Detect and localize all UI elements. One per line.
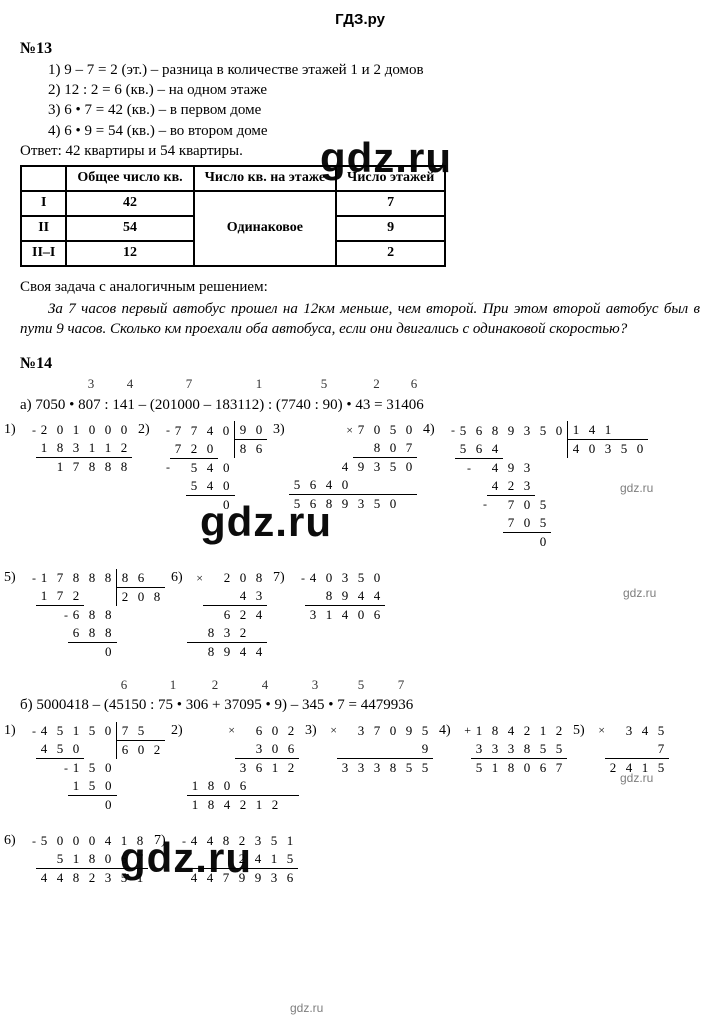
- calc-b7: 7) -4482351 2415 4479936: [170, 832, 298, 887]
- calc-b1: 1) -4515075 450602 -150 150 0: [20, 722, 165, 815]
- problem-13-number: №13: [20, 38, 700, 60]
- calc-b3: 3) ×37095 9 333855: [321, 722, 433, 777]
- th-perfloor: Число кв. на этаже: [194, 166, 336, 191]
- p14b-expr: б) 5000418 – (45150 : 75 • 306 + 37095 •…: [20, 695, 700, 715]
- calc-a7: 7) -40350 8944 31406: [289, 569, 385, 624]
- p13-answer: Ответ: 42 квартиры и 54 квартиры.: [20, 141, 700, 161]
- watermark-small: gdz.ru: [290, 1000, 323, 1016]
- cell: II: [21, 216, 66, 241]
- cell: 12: [66, 241, 193, 266]
- p13-table: Общее число кв. Число кв. на этаже Число…: [20, 165, 446, 267]
- cell: 54: [66, 216, 193, 241]
- cell: II–I: [21, 241, 66, 266]
- calc-b6: 6) -5000418 518067 4482351: [20, 832, 148, 887]
- p14b-calcs: 1) -4515075 450602 -150 150 0 2) ×602 30…: [20, 722, 700, 888]
- calc-a2: 2) -774090 72086 -540 540 0: [154, 421, 267, 514]
- page-header: ГДЗ.ру: [20, 10, 700, 30]
- th-total: Общее число кв.: [66, 166, 193, 191]
- cell: 7: [336, 191, 445, 216]
- calc-b2: 2) ×602 306 3612 1806 184212: [187, 722, 299, 814]
- p13-line3: 3) 6 • 7 = 42 (кв.) – в первом доме: [48, 100, 700, 120]
- cell: 42: [66, 191, 193, 216]
- p14a-calcs: 1) -201000 183112 17888 2) -774090 72086…: [20, 421, 700, 661]
- p13-line2: 2) 12 : 2 = 6 (кв.) – на одном этаже: [48, 80, 700, 100]
- p13-line1: 1) 9 – 7 = 2 (эт.) – разница в количеств…: [48, 60, 700, 80]
- th-blank: [21, 166, 66, 191]
- cell: 9: [336, 216, 445, 241]
- own-task-label: Своя задача с аналогичным решением:: [20, 277, 700, 297]
- p14b-sup: 6 1 2 4 3 5 7: [20, 675, 416, 693]
- calc-a5: 5) -1788886 172208 -688 688 0: [20, 569, 165, 662]
- p13-line4: 4) 6 • 9 = 54 (кв.) – во втором доме: [48, 121, 700, 141]
- calc-b4: 4) +184212 333855 518067: [455, 722, 567, 777]
- own-task-text: За 7 часов первый автобус прошел на 12км…: [20, 299, 700, 340]
- calc-a4: 4) -5689350141 56440350 -493 423 -705 70…: [439, 421, 648, 551]
- cell-merged: Одинаковое: [194, 191, 336, 266]
- cell: I: [21, 191, 66, 216]
- cell: 2: [336, 241, 445, 266]
- calc-a6: 6) ×208 43 624 832 8944: [187, 569, 267, 661]
- calc-a1: 1) -201000 183112 17888: [20, 421, 132, 476]
- calc-a3: 3) ×7050 807 49350 5640 5689350: [289, 421, 417, 513]
- p14a-expr: а) 7050 • 807 : 141 – (201000 – 183112) …: [20, 395, 700, 415]
- problem-14-number: №14: [20, 353, 700, 375]
- p14a-sup: 3 4 7 1 5 2 6: [20, 375, 429, 393]
- calc-b5: 5) ×345 7 2415: [589, 722, 669, 777]
- th-floors: Число этажей: [336, 166, 445, 191]
